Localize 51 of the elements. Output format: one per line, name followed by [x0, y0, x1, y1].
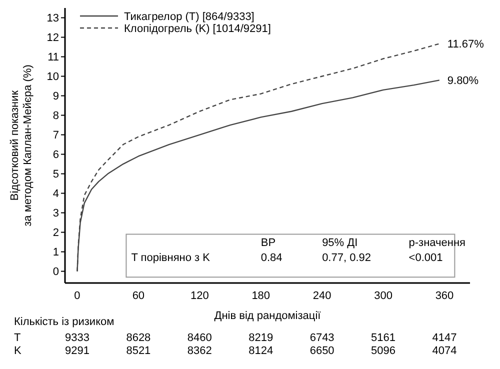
text: T	[14, 332, 21, 344]
legend-label: Клопідогрель (K) [1014/9291]	[124, 22, 271, 35]
y-tick-label: 9	[52, 90, 59, 103]
y-tick-label: 12	[46, 32, 59, 44]
y-tick-label: 10	[46, 71, 59, 84]
text: K	[14, 345, 22, 357]
annotation: р-значення	[408, 237, 466, 250]
x-tick-label: 300	[374, 290, 392, 302]
y-axis-title: Відсотковий показник за методом Каплан-Мейєра (%)	[9, 64, 34, 226]
text: 4147	[432, 332, 457, 344]
annotation: BP	[260, 237, 276, 250]
text: 8124	[248, 345, 274, 357]
x-tick-label: 120	[190, 290, 209, 302]
text: 8460	[187, 332, 212, 344]
y-tick-label: 1	[52, 246, 59, 259]
annotation: T порівняно з K	[131, 252, 211, 264]
text: 8628	[126, 332, 151, 344]
y-tick-label: 7	[52, 130, 59, 142]
x-tick-label: 240	[312, 290, 332, 302]
text: 8521	[126, 345, 151, 357]
x-tick-label: 180	[252, 290, 270, 302]
y-tick-label: 11	[48, 52, 59, 64]
text: 6650	[310, 345, 334, 357]
y-tick-label: 6	[52, 149, 59, 162]
y-tick-label: 4	[52, 188, 59, 200]
x-axis-title: Днів від рандомізації	[214, 310, 321, 322]
text: 9291	[65, 345, 90, 357]
text: 5096	[371, 345, 396, 357]
annotation: 95% ДІ	[322, 237, 358, 250]
text: 8362	[187, 345, 212, 357]
y-tick-label: 13	[46, 12, 59, 25]
annotation: <0.001	[408, 252, 443, 264]
legend-label: Тикагрелор (T) [864/9333]	[124, 10, 254, 23]
x-tick-label: 60	[132, 290, 145, 302]
text: 4074	[432, 345, 457, 357]
annotation: 11.67%	[447, 38, 484, 51]
text: 8219	[248, 332, 274, 344]
annotation: 0.77, 0.92	[322, 252, 372, 264]
y-tick-label: 5	[52, 168, 59, 181]
annotation: 0.84	[260, 252, 282, 264]
x-tick-label: 360	[435, 290, 454, 302]
text: 6743	[310, 332, 334, 344]
x-tick-label: 0	[74, 290, 80, 302]
text: 9333	[65, 332, 90, 344]
y-tick-label: 8	[52, 110, 59, 122]
y-tick-label: 2	[52, 227, 59, 240]
y-tick-label: 0	[52, 266, 59, 278]
text: 5161	[371, 332, 396, 344]
y-tick-label: 3	[52, 208, 59, 220]
annotation: 9.80%	[447, 75, 479, 88]
text: Кількість із ризиком	[14, 316, 114, 328]
